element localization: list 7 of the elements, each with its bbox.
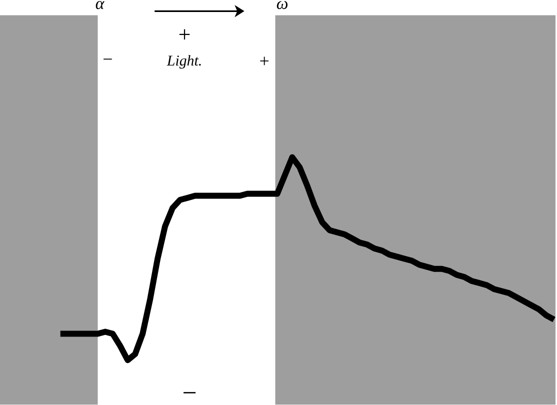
text: + bbox=[179, 29, 190, 40]
text: Light. bbox=[166, 55, 201, 69]
text: − bbox=[104, 58, 112, 60]
text: − bbox=[184, 392, 196, 394]
text: + bbox=[260, 56, 268, 66]
text: ω bbox=[276, 1, 288, 10]
text: α bbox=[96, 1, 104, 10]
